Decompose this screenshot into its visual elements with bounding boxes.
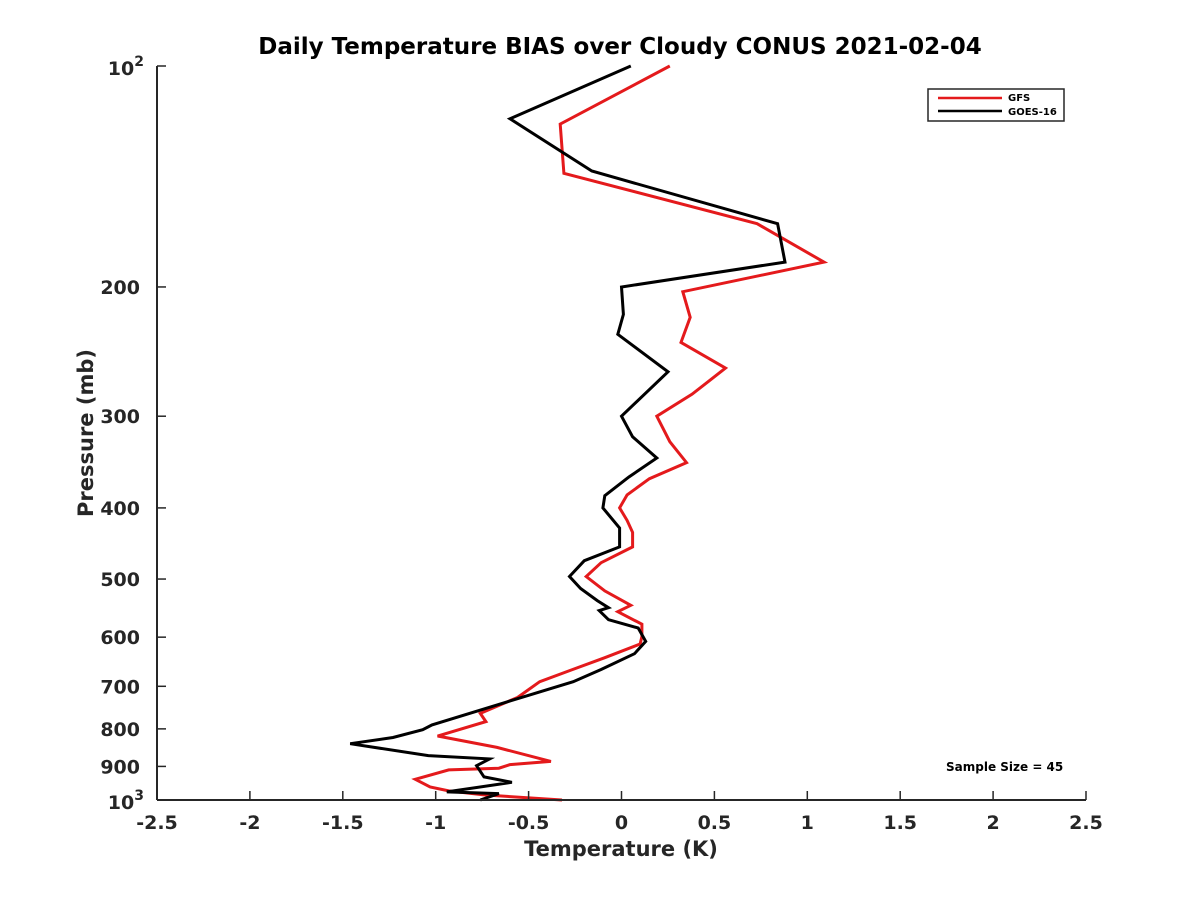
y-tick-label: 500 <box>100 569 140 591</box>
legend-box <box>927 88 1065 122</box>
x-tick-label: -0.5 <box>508 812 550 834</box>
plot-area <box>349 64 829 802</box>
y-tick-label: 800 <box>100 719 140 741</box>
y-tick-label: 900 <box>100 756 140 778</box>
y-tick-label: 700 <box>100 676 140 698</box>
x-tick-label: -1.5 <box>322 812 364 834</box>
x-tick-label: 0 <box>615 812 628 834</box>
x-tick-label: 0.5 <box>698 812 732 834</box>
x-axis-ticks: -2.5 -2 -1.5 -1 -0.5 0 0.5 1 1.5 2 2.5 <box>136 791 1103 834</box>
y-tick-label: 600 <box>100 627 140 649</box>
x-tick-label: -2 <box>239 812 260 834</box>
sample-size-annotation: Sample Size = 45 <box>946 760 1063 774</box>
y-tick-label: 200 <box>100 277 140 299</box>
y-tick-label: 300 <box>100 406 140 428</box>
x-tick-label: -2.5 <box>136 812 178 834</box>
x-tick-label: 2 <box>986 812 999 834</box>
legend-label-goes16: GOES-16 <box>1008 107 1057 118</box>
legend: GFS GOES-16 <box>927 88 1065 122</box>
x-axis-label: Temperature (K) <box>524 837 718 861</box>
y-tick-label: 102 <box>108 54 144 80</box>
y-tick-label: 400 <box>100 498 140 520</box>
y-axis-ticks: 102 200 300 400 500 600 700 800 900 103 <box>100 54 166 814</box>
x-tick-label: 1.5 <box>883 812 917 834</box>
series-line-gfs <box>411 64 829 802</box>
series-line-goes16 <box>349 64 787 802</box>
axes <box>156 66 1086 801</box>
legend-label-gfs: GFS <box>1008 93 1030 104</box>
y-axis-label: Pressure (mb) <box>74 349 98 517</box>
x-tick-label: 2.5 <box>1069 812 1103 834</box>
y-tick-label: 103 <box>108 788 144 814</box>
chart-title: Daily Temperature BIAS over Cloudy CONUS… <box>258 34 981 60</box>
x-tick-label: -1 <box>425 812 446 834</box>
x-tick-label: 1 <box>801 812 814 834</box>
